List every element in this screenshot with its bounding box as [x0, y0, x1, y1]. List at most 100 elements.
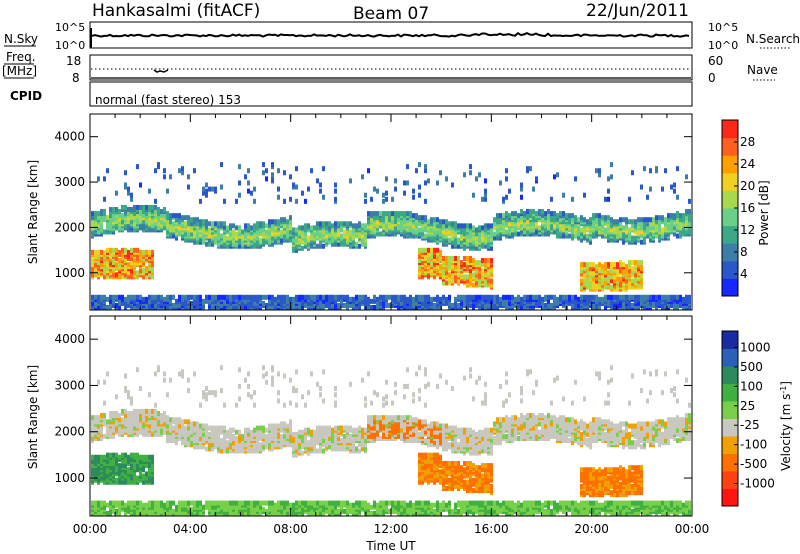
power-cell: [661, 233, 664, 239]
velocity-cell: [130, 400, 133, 406]
velocity-cell: [136, 408, 139, 414]
power-cell: [625, 264, 628, 270]
power-cell: [478, 172, 481, 178]
velocity-cell: [172, 417, 175, 423]
power-cell: [454, 231, 457, 237]
power-cell: [397, 305, 400, 310]
velocity-cell: [202, 504, 205, 510]
power-cell: [211, 302, 214, 308]
power-cell: [127, 302, 130, 308]
power-cell: [535, 211, 538, 217]
velocity-cell: [133, 408, 136, 414]
power-cell: [187, 174, 190, 180]
power-cell: [310, 235, 313, 241]
velocity-cell: [163, 417, 166, 423]
velocity-cell: [130, 452, 133, 458]
power-cell: [424, 164, 427, 170]
colorbar-swatch: [722, 225, 738, 244]
power-cell: [646, 300, 649, 306]
velocity-cell: [208, 431, 211, 437]
power-cell: [157, 225, 160, 231]
power-cell: [409, 305, 412, 310]
power-cell: [673, 213, 676, 219]
power-cell: [178, 225, 181, 231]
power-cell: [298, 294, 301, 300]
power-cell: [133, 270, 136, 276]
power-cell: [199, 219, 202, 225]
power-cell: [412, 302, 415, 308]
power-cell: [328, 294, 331, 300]
power-cell: [382, 211, 385, 217]
velocity-cell: [142, 502, 145, 508]
colorbar-tick-label: 20: [740, 179, 755, 193]
power-cell: [139, 294, 142, 300]
power-cell: [280, 298, 283, 304]
power-cell: [163, 296, 166, 302]
power-cell: [376, 211, 379, 217]
velocity-cell: [232, 500, 235, 506]
velocity-cell: [127, 475, 130, 481]
power-cell: [115, 190, 118, 196]
velocity-cell: [223, 500, 226, 506]
power-cell: [94, 262, 97, 268]
velocity-cell: [151, 479, 154, 485]
power-cell: [208, 186, 211, 192]
power-cell: [613, 305, 616, 310]
power-cell: [433, 247, 436, 253]
power-cell: [574, 176, 577, 182]
power-cell: [178, 294, 181, 300]
velocity-cell: [190, 429, 193, 435]
power-cell: [562, 233, 565, 239]
power-cell: [550, 302, 553, 308]
power-cell: [268, 231, 271, 237]
power-cell: [238, 192, 241, 198]
power-cell: [424, 247, 427, 253]
power-cell: [220, 221, 223, 227]
power-cell: [238, 225, 241, 231]
power-cell: [130, 247, 133, 253]
velocity-cell: [157, 411, 160, 416]
velocity-cell: [127, 411, 130, 416]
power-cell: [127, 270, 130, 276]
power-cell: [139, 217, 142, 223]
power-cell: [583, 278, 586, 284]
power-cell: [370, 298, 373, 304]
power-cell: [637, 217, 640, 223]
power-cell: [310, 168, 313, 174]
power-cell: [157, 211, 160, 217]
velocity-cell: [163, 502, 166, 508]
velocity-cell: [259, 504, 262, 510]
power-cell: [496, 213, 499, 219]
velocity-cell: [124, 427, 127, 433]
power-cell: [415, 213, 418, 219]
power-cell: [127, 294, 130, 300]
velocity-cell: [127, 467, 130, 473]
velocity-cell: [163, 429, 166, 435]
velocity-cell: [118, 511, 121, 516]
power-cell: [607, 188, 610, 194]
velocity-cell: [130, 469, 133, 475]
power-cell: [262, 227, 265, 233]
power-cell: [373, 211, 376, 217]
y-tick-label: 1000: [54, 266, 85, 280]
power-cell: [292, 300, 295, 306]
velocity-cell: [187, 504, 190, 510]
power-cell: [610, 174, 613, 180]
colorbar-tick-label: 28: [740, 135, 755, 149]
power-cell: [394, 186, 397, 192]
velocity-cell: [208, 390, 211, 396]
power-cell: [397, 223, 400, 229]
power-cell: [580, 227, 583, 233]
power-cell: [283, 294, 286, 300]
power-cell: [172, 233, 175, 239]
velocity-cell: [250, 429, 253, 435]
power-cell: [439, 219, 442, 225]
velocity-cell: [205, 504, 208, 510]
power-cell: [373, 227, 376, 233]
power-cell: [226, 243, 229, 249]
power-cell: [382, 294, 385, 300]
power-cell: [421, 300, 424, 306]
power-cell: [130, 264, 133, 270]
power-cell: [445, 280, 448, 286]
velocity-cell: [154, 408, 157, 414]
